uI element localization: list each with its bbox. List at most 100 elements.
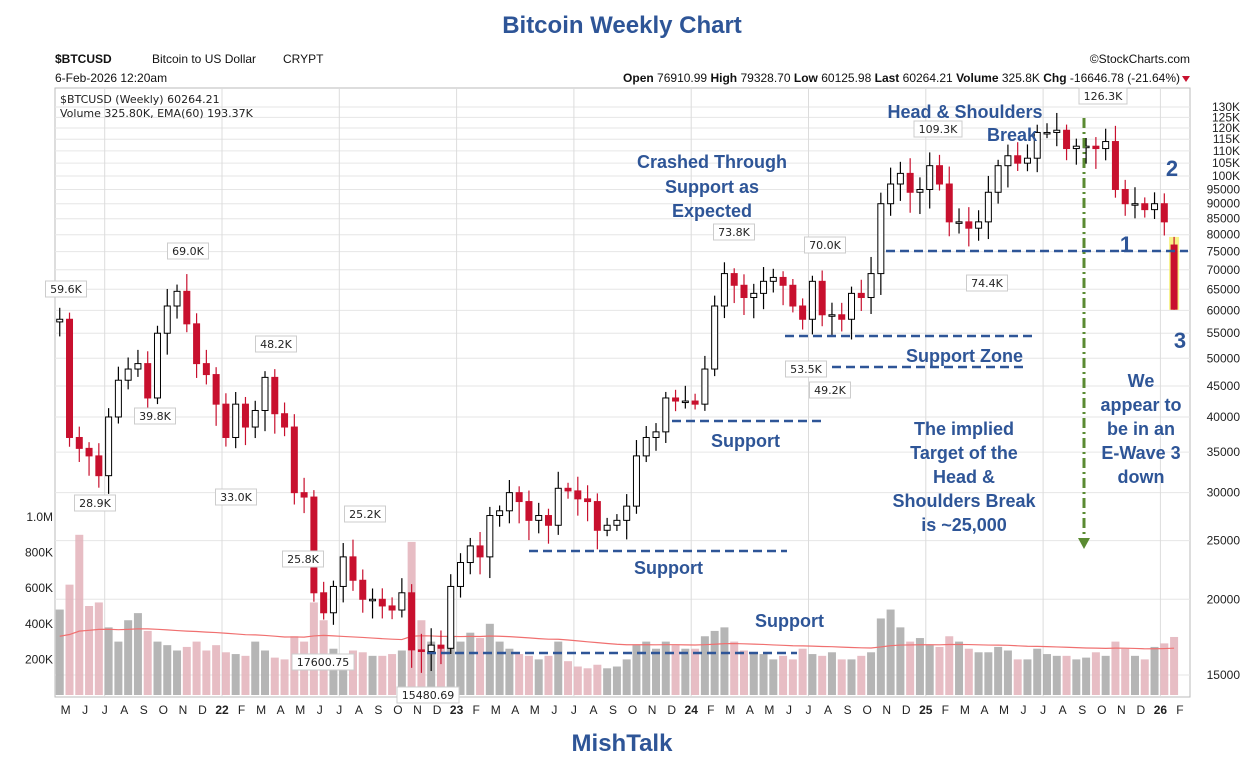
volume-bar <box>1170 636 1179 695</box>
candle <box>1072 145 1080 150</box>
volume-bar <box>837 659 846 695</box>
candle <box>1111 141 1119 190</box>
time-tick-label: M <box>725 703 735 717</box>
candle <box>486 515 494 558</box>
annotation-hs: Head & Shoulders <box>887 102 1042 122</box>
annotation-crashed-2: Support as <box>665 177 759 197</box>
volume-bar <box>1062 655 1071 695</box>
price-tick-label: 125K <box>1212 110 1240 124</box>
candle <box>193 323 201 365</box>
annotation-wave-line: E-Wave 3 <box>1101 443 1180 463</box>
volume-bar <box>329 648 338 695</box>
candle <box>760 280 768 294</box>
time-tick-label: D <box>1137 703 1146 717</box>
candle <box>505 492 513 512</box>
time-tick-label: J <box>1021 703 1027 717</box>
peak-label-box <box>255 335 297 353</box>
volume-bar <box>808 654 817 695</box>
candle <box>740 284 748 299</box>
time-tick-label: A <box>277 703 285 717</box>
time-tick-label: N <box>179 703 188 717</box>
candle <box>799 305 807 320</box>
volume-bar <box>339 654 348 695</box>
volume-bar <box>476 638 485 695</box>
annotation-wave-line: We <box>1128 371 1155 391</box>
candle <box>271 376 279 415</box>
peak-label-box <box>913 120 963 138</box>
volume-bar <box>544 655 553 695</box>
price-tick-label: 105K <box>1212 156 1240 170</box>
annotation-wave-line: appear to <box>1100 395 1181 415</box>
volume-bar <box>1160 643 1169 695</box>
candle <box>496 510 504 517</box>
time-tick-label: F <box>472 703 479 717</box>
candle <box>828 314 836 317</box>
peak-label: 109.3K <box>919 123 958 136</box>
volume-bar <box>1003 650 1012 695</box>
peak-label: 25.2K <box>349 508 381 521</box>
volume-bar <box>661 641 670 695</box>
price-tick-label: 50000 <box>1207 351 1241 365</box>
candle <box>574 490 582 500</box>
candle <box>1151 203 1159 211</box>
time-tick-label: J <box>82 703 88 717</box>
time-tick-label: A <box>746 703 754 717</box>
time-tick-label: 24 <box>685 703 699 717</box>
candle <box>408 592 416 651</box>
volume-bar <box>1043 654 1052 695</box>
volume-bar <box>681 648 690 695</box>
candle <box>339 556 347 587</box>
annotation-break: Break <box>987 125 1038 145</box>
candle <box>457 562 465 587</box>
peak-label-box <box>804 236 846 254</box>
open-label: Open <box>623 71 654 85</box>
volume-bar <box>466 632 475 695</box>
price-tick-label: 65000 <box>1207 282 1241 296</box>
time-tick-label: O <box>393 703 402 717</box>
price-tick-label: 75000 <box>1207 245 1241 259</box>
time-tick-label: S <box>140 703 148 717</box>
candle <box>281 413 289 428</box>
time-tick-label: S <box>609 703 617 717</box>
peak-label: 73.8K <box>718 226 750 239</box>
volume-bar <box>182 646 191 695</box>
peak-label: 70.0K <box>809 239 841 252</box>
down-arrow-icon <box>1182 76 1190 82</box>
price-tick-label: 30000 <box>1207 486 1241 500</box>
candle <box>994 165 1002 193</box>
volume-bar <box>730 641 739 695</box>
candle <box>251 409 259 428</box>
candle <box>1023 157 1031 164</box>
candle <box>1160 203 1168 223</box>
price-candles <box>56 112 1180 673</box>
volume-tick-label: 1.0M <box>26 510 53 524</box>
candle <box>124 368 132 381</box>
volume-bar <box>652 648 661 695</box>
volume-bar <box>1150 646 1159 695</box>
candle <box>476 545 484 558</box>
volume-bar <box>358 652 367 695</box>
candle <box>935 165 943 185</box>
candle <box>1043 131 1051 135</box>
volume-ema-line <box>59 628 1175 650</box>
peak-label: 49.2K <box>814 384 846 397</box>
annotation-target-line: is ~25,000 <box>921 515 1007 535</box>
volume-bar <box>192 641 201 695</box>
volume-bar <box>691 648 700 695</box>
time-tick-label: D <box>667 703 676 717</box>
volume-bar <box>749 652 758 695</box>
candle <box>808 280 816 320</box>
wave-2-label: 2 <box>1166 156 1178 181</box>
annotation-crashed-3: Expected <box>672 201 752 221</box>
volume-bar <box>573 666 582 695</box>
volume-bar <box>1023 659 1032 695</box>
candle <box>896 172 904 185</box>
copyright: ©StockCharts.com <box>1090 52 1190 66</box>
candle <box>378 598 386 607</box>
candle <box>779 276 787 286</box>
price-tick-label: 45000 <box>1207 379 1241 393</box>
volume-bar <box>104 627 113 695</box>
volume-bar <box>906 641 915 695</box>
volume-bar <box>554 641 563 695</box>
